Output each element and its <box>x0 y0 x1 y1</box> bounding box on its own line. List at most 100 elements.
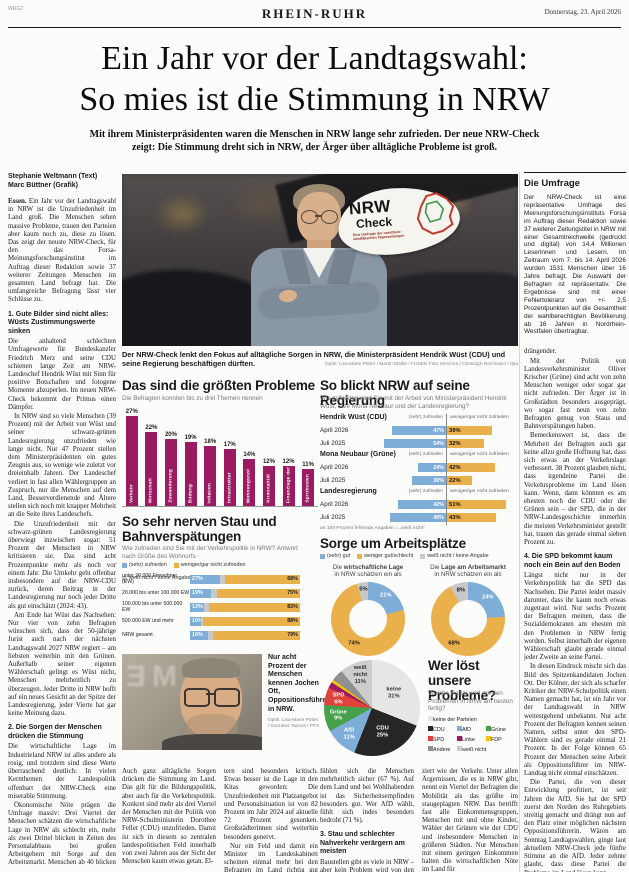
bar-category-label: Finanzlage der Städte <box>286 462 292 503</box>
bar-slot: 22% Wirtschaft <box>142 425 162 506</box>
article-paragraph: Die Partei, die von dieser Entwicklung p… <box>524 779 626 872</box>
government-row-label: April 2026 <box>320 501 349 508</box>
donut-labor-heading: Die Lage am Arbeitsmarkt in NRW schätzen… <box>420 564 516 579</box>
pie-slice-label: Grüne 9% <box>329 708 347 722</box>
segment-value: 19% <box>192 590 203 596</box>
party-legend-item: SPD <box>428 736 457 743</box>
government-bar-value: 47% <box>433 427 444 434</box>
ott-caption: Nur acht Prozent der Menschen kennen Joc… <box>268 654 329 730</box>
bar-value: 14% <box>243 452 256 459</box>
party-legend-item: CDU <box>428 726 457 733</box>
party-legend-item: Grüne <box>486 726 515 733</box>
bar-category-label: Verkehr <box>129 483 135 503</box>
traffic-row: NRW gesamt 16% 79% <box>122 628 318 642</box>
government-bar-unzufrieden: 42% <box>447 463 496 472</box>
government-chart-title: So blickt NRW auf seine Regierung <box>320 378 470 408</box>
traffic-row-label: 20.000 bis unter 100.000 EW <box>122 590 190 596</box>
segment-weiss-nicht <box>201 616 204 626</box>
donut-hole <box>349 600 387 638</box>
bar: Verkehr <box>125 415 138 506</box>
bar: Wirtschaft <box>145 432 158 506</box>
sidebar-divider <box>519 172 520 872</box>
article-paragraph: Ökonomische Nöte prägen die Umfrage mass… <box>8 801 116 868</box>
bar: Inflation <box>204 445 217 506</box>
bar-slot: 18% Inflation <box>200 439 220 506</box>
party-legend-item: AfD <box>457 726 486 733</box>
party-legend-label: Andere <box>433 747 451 753</box>
donut-labor: 24% 68% 8% <box>431 582 505 656</box>
government-col-left-label: (sehr) zufrieden <box>408 415 443 420</box>
traffic-legend-label: (sehr) zufrieden <box>129 562 167 568</box>
government-bar-value: 22% <box>449 477 461 484</box>
traffic-legend-item: weiß nicht / keine Angabe <box>122 575 190 581</box>
bar-category-label: Spritkosten <box>305 474 311 503</box>
legend-chip <box>428 746 433 751</box>
article-text-left: Essen. Ein Jahr vor der Landtagswahl in … <box>8 198 116 868</box>
legend-chip <box>486 726 491 731</box>
bar-value: 20% <box>164 432 177 438</box>
jobs-legend: (sehr) gut weniger gut/schlecht weiß nicht… <box>320 553 489 559</box>
bar-category-label: Inflation <box>207 482 213 503</box>
badge-subtext: Eine Umfrage der nordrhein-westfälischen… <box>352 229 405 242</box>
caption-text: Der NRW-Check lenkt den Fokus auf alltäg… <box>122 350 506 369</box>
jobs-legend-label: weniger gut/schlecht <box>364 553 414 559</box>
traffic-bar: 10% 88% <box>190 616 300 626</box>
problems-bar-chart: 27% Verkehr 22% Wirtschaft 20% Zuwanderung 19%… <box>122 405 318 507</box>
top-rule <box>8 27 621 28</box>
wuest-figure <box>245 184 395 346</box>
government-bar-value: 24% <box>433 464 444 471</box>
government-group-name: Mona Neubaur (Grüne) <box>320 451 396 458</box>
donut-labor-heading-pre: Die <box>430 564 442 571</box>
jobs-legend-label: weiß nicht / keine Angabe <box>427 553 489 559</box>
byline-graphics: Marc Büttner (Grafik) <box>8 182 79 189</box>
segment-zufrieden: 19% <box>190 588 211 598</box>
traffic-row: 100.000 bis unter 500.000 EW 13% 83% <box>122 600 318 614</box>
article-paragraph: ziert wie der Verkehr. Unter allen Ärger… <box>422 768 518 872</box>
segment-value: 68% <box>287 576 298 582</box>
bar-value: 17% <box>223 442 236 449</box>
traffic-legend-label: weniger/gar nicht zufrieden <box>180 562 246 568</box>
legend-chip <box>320 553 325 559</box>
segment-value: 27% <box>192 576 203 582</box>
government-bar-unzufrieden: 32% <box>447 439 484 448</box>
government-bar-value: 54% <box>433 440 444 447</box>
traffic-bar: 13% 83% <box>190 602 300 612</box>
segment-weiss-nicht <box>210 588 218 598</box>
article-paragraph: drängender. <box>524 348 557 356</box>
standfirst: Mit ihrem Ministerpräsidenten waren die … <box>89 129 540 153</box>
jobs-chart-title: Sorge um Arbeitsplätze <box>320 536 466 551</box>
problems-chart-title: Das sind die größten Probleme <box>122 378 315 393</box>
article-paragraph: In diesen Eindruck mischt sich das Bild … <box>524 663 626 778</box>
government-bar-value: 30% <box>433 477 444 484</box>
article-subhead: 1. Gute Bilder sind nicht alles: Wüsts Z… <box>8 310 109 335</box>
article-subhead: 4. Die SPD bekommt kaum noch ein Bein au… <box>524 553 621 569</box>
article-paragraph: Bemerkenswert ist, dass die Mehrheit der… <box>524 432 626 546</box>
party-legend-label: keine der Parteien <box>433 717 477 723</box>
pie-slice-label: weiß nicht 11% <box>353 665 368 685</box>
government-row-label: April 2026 <box>320 427 349 434</box>
government-group-name: Hendrik Wüst (CDU) <box>320 414 387 421</box>
party-legend-item: keine der Parteien <box>428 716 518 723</box>
government-bar-unzufrieden: 22% <box>447 476 473 485</box>
ott-hair <box>182 658 240 678</box>
bar-slot: 27% Verkehr <box>122 409 142 506</box>
ott-glasses-bridge <box>206 693 214 695</box>
government-bar-value: 42% <box>433 501 444 508</box>
government-bar-value: 51% <box>449 501 461 508</box>
bar: Wohnungsnot <box>243 459 256 506</box>
main-photo-caption: Der NRW-Check lenkt den Fokus auf alltäg… <box>122 350 518 370</box>
traffic-row: unter 20.000 Einwohner (EW) 27% 68% <box>122 572 318 586</box>
government-row: Juli 2025 54% 32% <box>320 438 518 451</box>
article-column-b2: tern sind besonders kritisch. Etwas bess… <box>224 768 318 872</box>
headline-line2: So mies ist die Stimmung in NRW <box>79 81 550 118</box>
segment-value: 16% <box>192 632 203 638</box>
pie-slice-label: 24% <box>481 594 494 601</box>
segment-value: 83% <box>287 604 298 610</box>
problems-chart-subtitle: Die Befragten konnten bis zu drei Themen… <box>122 395 263 402</box>
article-paragraph: Am Ende hat Wüst das Nachsehen: Nur vier… <box>8 611 116 718</box>
government-bar-value: 39% <box>449 427 461 434</box>
bar-value: 27% <box>125 408 138 415</box>
sidebar-article-text: drängender. Mit der Politik von Landesver… <box>524 348 626 872</box>
government-bar-zufrieden: 24% <box>418 463 446 472</box>
traffic-row-label: unter 20.000 Einwohner (EW) <box>122 573 178 585</box>
